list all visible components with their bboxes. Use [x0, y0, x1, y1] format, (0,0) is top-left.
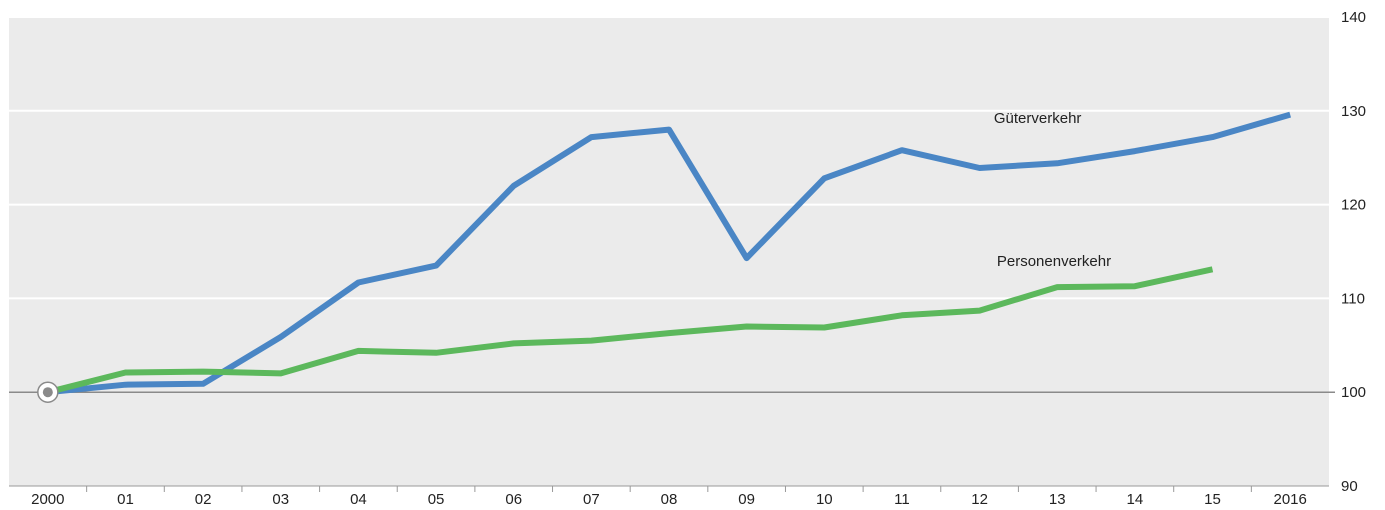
x-tick-label: 15 [1204, 491, 1221, 508]
x-tick-label: 2000 [31, 491, 64, 508]
x-tick-label: 08 [661, 491, 678, 508]
x-tick-label: 12 [971, 491, 988, 508]
x-tick-label: 01 [117, 491, 134, 508]
series-line-1 [47, 266, 1214, 396]
y-axis: 90 100 110 120 130 140 [1341, 9, 1366, 495]
series-lines [47, 111, 1292, 396]
x-tick-label: 03 [272, 491, 289, 508]
y-tick-label: 120 [1341, 197, 1366, 214]
x-tick-label: 11 [894, 491, 910, 508]
y-tick-label: 110 [1341, 290, 1365, 307]
x-tick-label: 10 [816, 491, 833, 508]
x-tick-label: 09 [738, 491, 755, 508]
plot-area [9, 17, 1329, 486]
x-tick-label: 06 [505, 491, 522, 508]
x-tick-label: 2016 [1273, 491, 1306, 508]
x-tick-label: 14 [1127, 491, 1144, 508]
y-tick-label: 90 [1341, 478, 1358, 495]
x-tick-label: 05 [428, 491, 445, 508]
x-tick-label: 04 [350, 491, 367, 508]
x-tick-label: 02 [195, 491, 212, 508]
origin-marker [37, 381, 59, 403]
x-tick-label: 07 [583, 491, 600, 508]
x-tick-label: 13 [1049, 491, 1066, 508]
gridlines [9, 16, 1335, 393]
series-line-0 [47, 111, 1292, 396]
y-tick-label: 100 [1341, 384, 1366, 401]
series-label: Personenverkehr [997, 253, 1111, 270]
y-tick-label: 140 [1341, 9, 1366, 26]
series-label: Güterverkehr [994, 110, 1082, 127]
y-tick-label: 130 [1341, 103, 1366, 120]
origin-dot [42, 387, 53, 398]
x-axis: 2000 01 02 03 04 05 06 07 08 09 10 11 12 13 14 15 2016 [9, 485, 1329, 508]
series-labels: Güterverkehr Personenverkehr [994, 110, 1111, 270]
